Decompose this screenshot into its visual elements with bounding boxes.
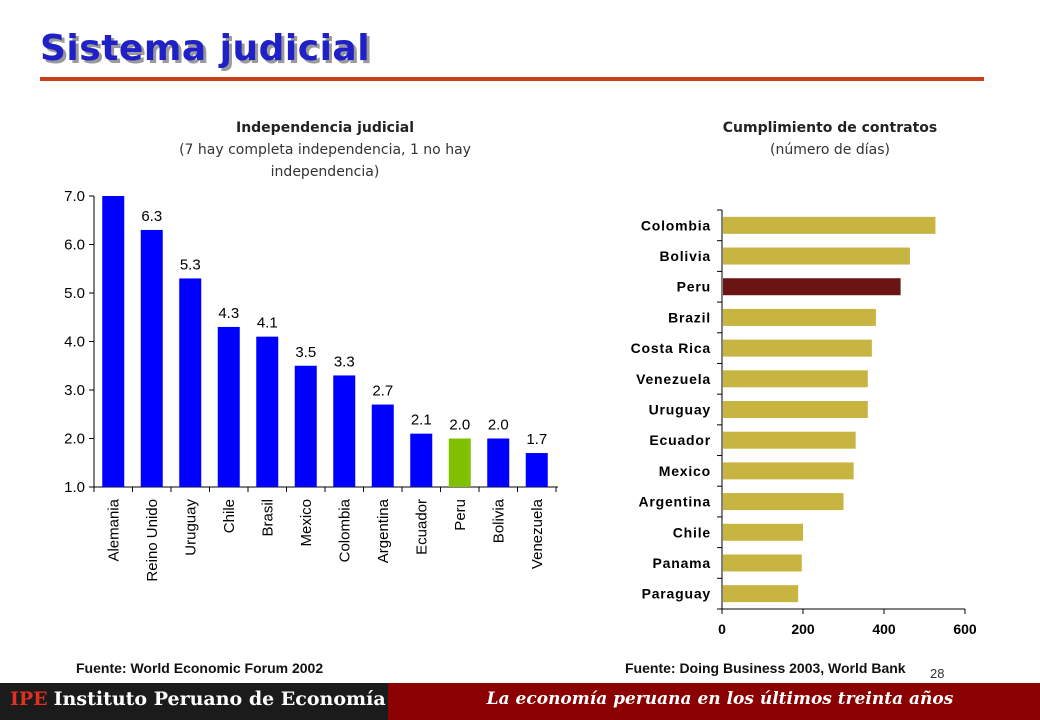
- left-data-label: 5.3: [180, 256, 201, 273]
- right-bar: [723, 308, 876, 326]
- right-x-tick-label: 200: [791, 621, 815, 637]
- left-bar: [256, 336, 279, 487]
- left-chart-title: Independencia judicial: [235, 120, 414, 136]
- left-category-label: Bolivia: [490, 498, 507, 543]
- left-data-label: 2.0: [488, 417, 509, 434]
- right-category-label: Peru: [677, 279, 711, 295]
- left-category-label: Argentina: [375, 498, 392, 563]
- left-data-label: 4.1: [257, 315, 278, 332]
- left-category-label: Ecuador: [413, 499, 430, 555]
- right-category-label: Costa Rica: [631, 340, 711, 356]
- right-x-tick-label: 0: [718, 621, 726, 637]
- left-category-label: Mexico: [298, 499, 315, 547]
- left-bar: [487, 438, 510, 487]
- right-category-label: Panama: [653, 555, 712, 571]
- right-category-label: Mexico: [659, 463, 711, 479]
- footer-brand: IPE Instituto Peruano de Economía: [10, 688, 386, 710]
- left-y-tick-label: 1.0: [64, 479, 85, 496]
- left-bar: [410, 433, 433, 487]
- left-data-label: 6.3: [141, 208, 162, 225]
- right-chart-title-block: Cumplimiento de contratos (número de día…: [680, 117, 980, 161]
- left-category-label: Brasil: [259, 499, 276, 537]
- right-category-label: Brazil: [668, 309, 711, 325]
- footer-brand-name: Instituto Peruano de Economía: [53, 688, 386, 710]
- left-y-tick-label: 4.0: [64, 334, 85, 351]
- judicial-independence-chart: 1.0 2.0 3.0 4.0 5.0 6.0 7.0 Alemania 6.3 Reino Un…: [64, 188, 558, 582]
- right-x-tick-label: 600: [953, 621, 977, 637]
- left-chart-title-block: Independencia judicial (7 hay completa i…: [160, 117, 490, 183]
- right-bar: [723, 370, 868, 388]
- left-category-label: Peru: [452, 499, 469, 531]
- left-y-tick-label: 6.0: [64, 237, 85, 254]
- left-bar: [179, 278, 202, 487]
- left-y-tick-label: 5.0: [64, 285, 85, 302]
- right-x-tick-label: 400: [872, 621, 896, 637]
- right-chart-source: Fuente: Doing Business 2003, World Bank: [625, 660, 906, 676]
- page-number: 28: [930, 666, 945, 681]
- right-chart-subtitle: (número de días): [770, 142, 890, 158]
- left-y-tick-label: 3.0: [64, 382, 85, 399]
- footer-slogan: La economía peruana en los últimos trein…: [486, 689, 954, 709]
- left-data-label: 2.1: [411, 412, 432, 429]
- right-category-label: Colombia: [641, 217, 711, 233]
- right-bar: [723, 401, 868, 418]
- left-bar: [525, 453, 548, 487]
- right-category-label: Argentina: [638, 494, 711, 510]
- left-data-label: 2.0: [449, 417, 470, 434]
- left-bar: [217, 326, 240, 487]
- left-data-label: 3.3: [334, 353, 355, 370]
- left-bar: [448, 438, 471, 487]
- right-bar: [723, 339, 872, 357]
- title-divider: [40, 77, 984, 81]
- right-category-label: Chile: [673, 524, 711, 540]
- left-category-label: Uruguay: [182, 499, 199, 556]
- right-category-label: Ecuador: [649, 432, 711, 448]
- right-category-label: Bolivia: [659, 248, 711, 264]
- right-bar: [723, 523, 803, 541]
- left-chart-source: Fuente: World Economic Forum 2002: [76, 660, 324, 676]
- right-category-label: Venezuela: [636, 371, 711, 387]
- right-bar: [723, 431, 856, 449]
- right-category-label: Uruguay: [649, 402, 711, 418]
- left-bar: [333, 375, 356, 487]
- left-bar: [371, 404, 394, 487]
- right-bar: [723, 554, 802, 572]
- left-bar: [140, 229, 163, 487]
- left-y-tick-label: 7.0: [64, 188, 85, 205]
- left-category-label: Colombia: [336, 498, 353, 562]
- footer-brand-abbr: IPE: [10, 688, 48, 710]
- left-bar: [102, 196, 125, 487]
- right-bar: [723, 493, 844, 511]
- right-category-label: Paraguay: [642, 586, 711, 602]
- contract-enforcement-chart: 0 200 400 600 Colombia Bolivia Peru Brazil Costa…: [631, 209, 977, 637]
- left-data-label: 3.5: [295, 344, 316, 361]
- footer-brand-panel: [0, 683, 388, 720]
- left-data-label: 4.3: [218, 305, 239, 322]
- left-category-label: Chile: [221, 499, 238, 533]
- left-chart-subtitle: (7 hay completa independencia, 1 no hay …: [179, 142, 471, 180]
- page-title: Sistema judicial: [40, 28, 371, 69]
- left-y-tick-label: 2.0: [64, 431, 85, 448]
- left-category-label: Reino Unido: [144, 499, 161, 582]
- right-chart-title: Cumplimiento de contratos: [722, 120, 938, 136]
- right-bar: [723, 247, 910, 265]
- right-bar: [723, 585, 799, 603]
- left-category-label: Venezuela: [529, 498, 546, 569]
- right-bar: [723, 278, 901, 296]
- right-bar: [723, 216, 936, 234]
- left-data-label: 1.7: [526, 431, 547, 448]
- left-data-label: 2.7: [372, 383, 393, 400]
- left-bar: [294, 365, 317, 487]
- left-category-label: Alemania: [105, 498, 122, 561]
- right-bar: [723, 462, 854, 480]
